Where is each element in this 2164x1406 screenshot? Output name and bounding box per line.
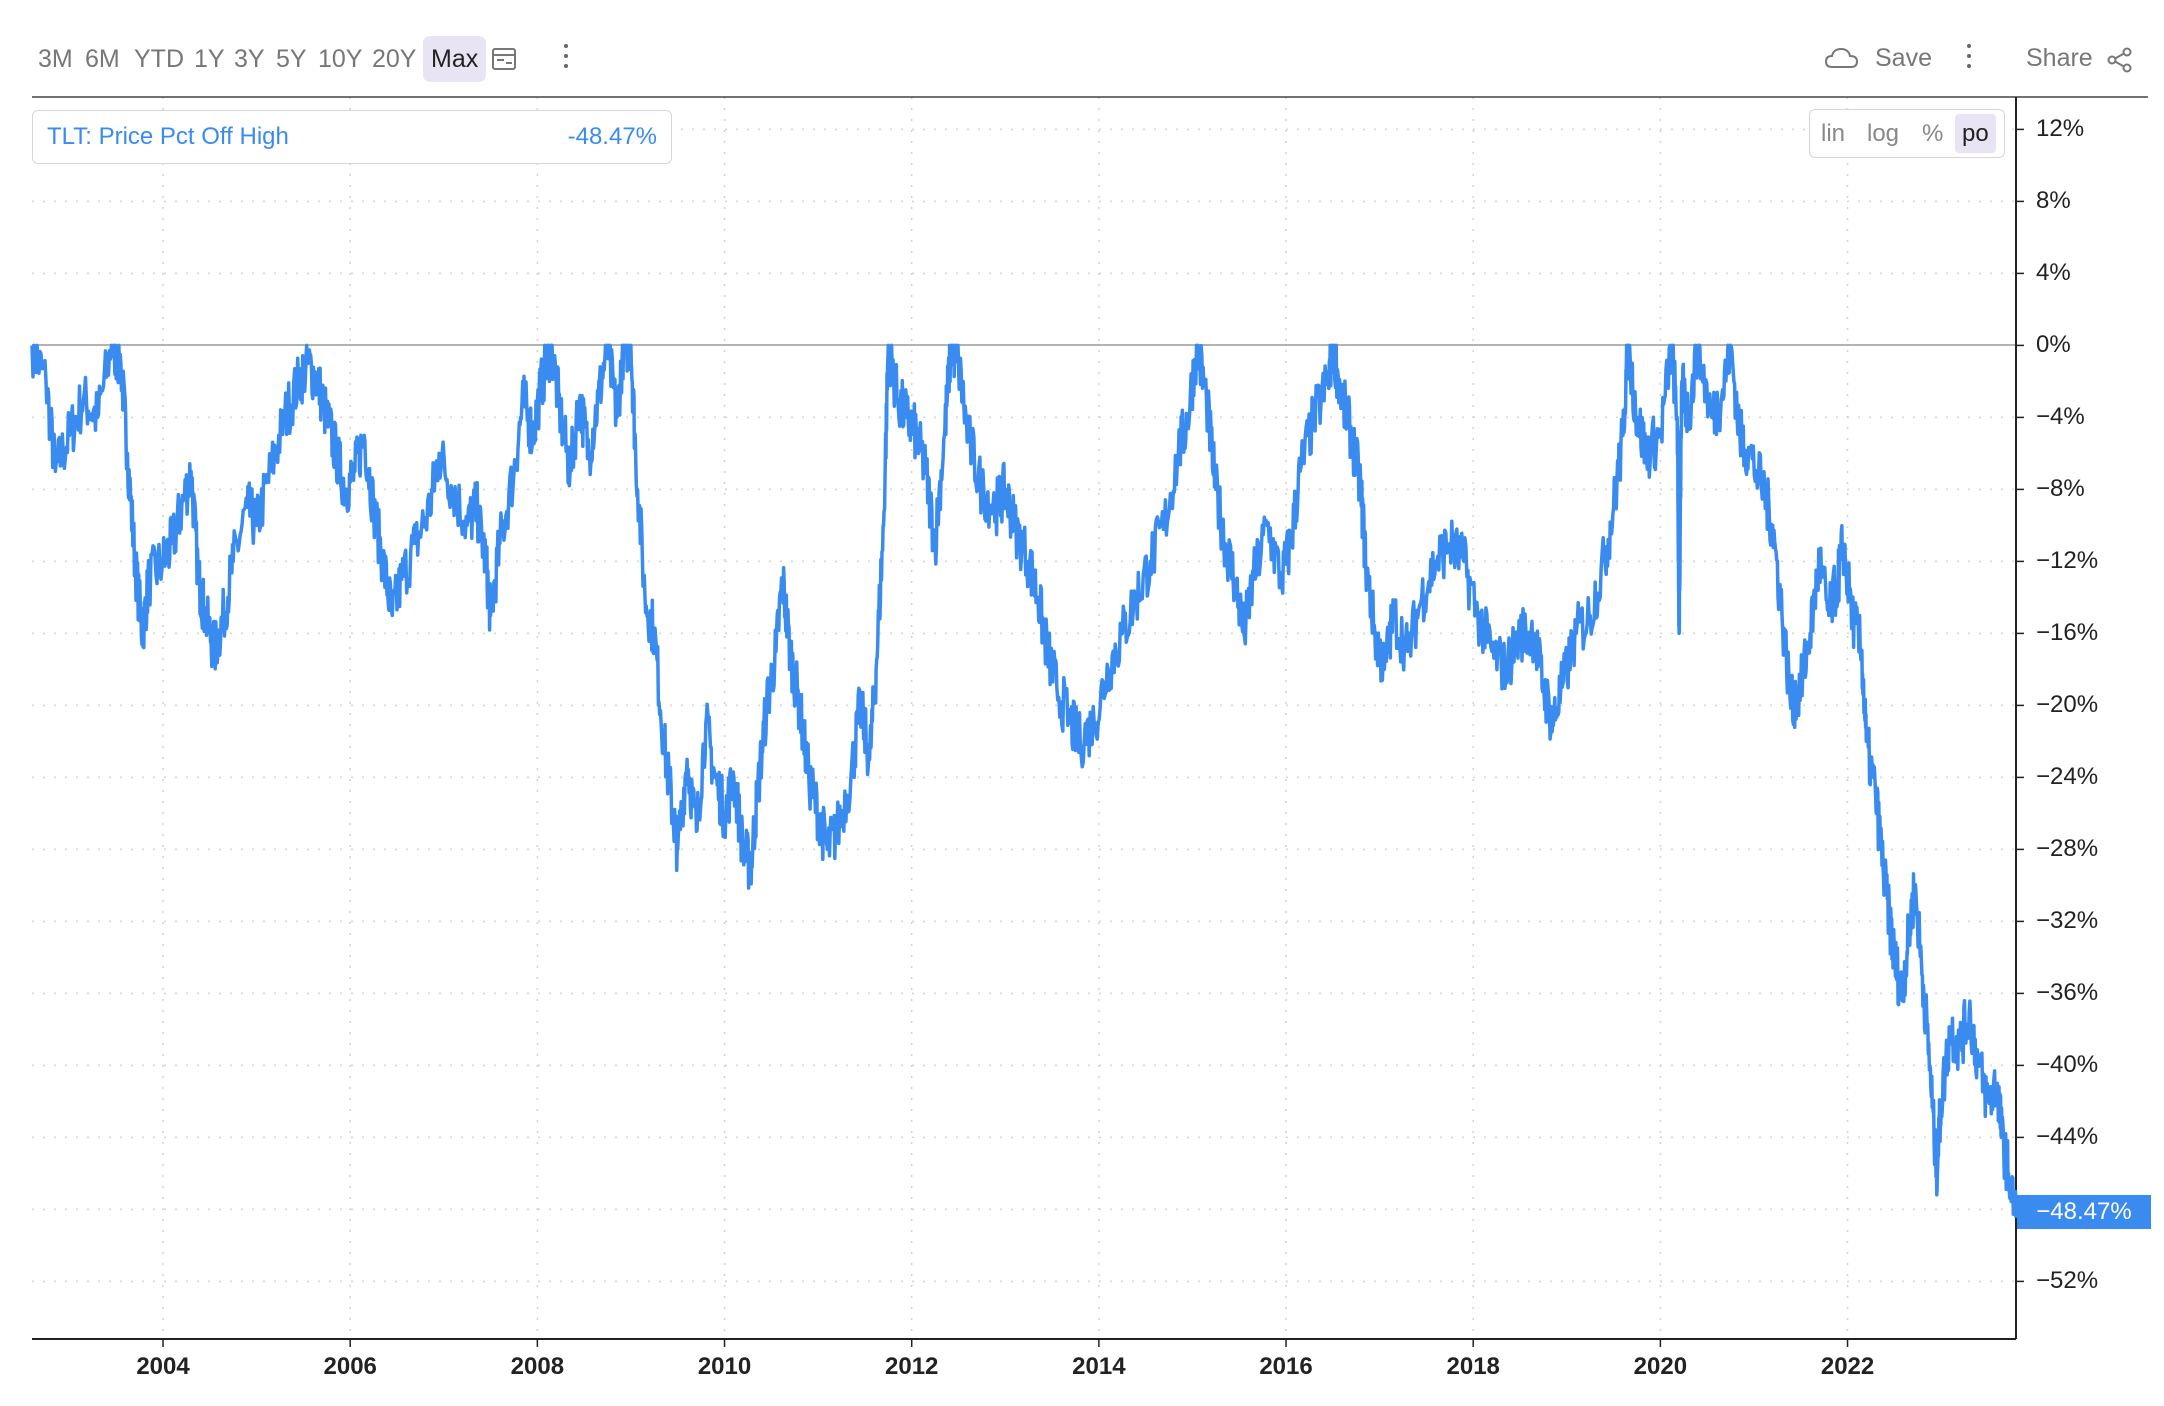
range-max-button[interactable]: Max xyxy=(423,36,487,82)
toolbar: 3M 6M YTD 1Y 3Y 5Y 10Y 20Y Max Save Shar… xyxy=(0,30,2164,86)
y-tick-label: −4% xyxy=(2036,403,2085,431)
y-tick-label: 0% xyxy=(2036,331,2071,359)
share-icon[interactable] xyxy=(2100,38,2140,80)
range-1y-button[interactable]: 1Y xyxy=(186,36,233,82)
legend-series-value: -48.47% xyxy=(567,123,657,150)
scale-po-button[interactable]: po xyxy=(1955,114,1996,153)
save-options-icon[interactable] xyxy=(1963,44,1975,74)
range-3y-button[interactable]: 3Y xyxy=(226,36,273,82)
y-tick-label: 4% xyxy=(2036,259,2071,287)
more-options-icon[interactable] xyxy=(560,44,572,74)
x-tick-label: 2006 xyxy=(323,1353,377,1380)
x-tick-label: 2012 xyxy=(884,1353,939,1380)
y-tick-label: −8% xyxy=(2036,475,2085,503)
range-3m-button[interactable]: 3M xyxy=(30,36,81,82)
y-tick-label: −52% xyxy=(2036,1267,2099,1295)
range-10y-button[interactable]: 10Y xyxy=(310,36,370,82)
y-tick-label: −24% xyxy=(2036,763,2099,791)
y-tick-label: 8% xyxy=(2036,187,2071,215)
x-tick-label: 2016 xyxy=(1259,1353,1313,1380)
x-tick-label: 2008 xyxy=(510,1353,565,1380)
y-tick-label: 12% xyxy=(2036,115,2085,143)
x-tick-marks xyxy=(162,1339,1849,1347)
y-tick-label: −40% xyxy=(2036,1051,2099,1079)
x-tick-label: 2020 xyxy=(1633,1353,1688,1380)
y-tick-label: −16% xyxy=(2036,619,2099,647)
series-legend[interactable]: TLT: Price Pct Off High -48.47% xyxy=(32,110,672,164)
scale-percent-button[interactable]: % xyxy=(1922,120,1944,147)
y-tick-marks xyxy=(2016,128,2024,1283)
calendar-icon[interactable] xyxy=(484,38,524,80)
last-value-badge: −48.47% xyxy=(2017,1195,2151,1229)
save-label[interactable]: Save xyxy=(1875,44,1932,72)
x-tick-label: 2014 xyxy=(1072,1353,1126,1380)
scale-lin-button[interactable]: lin xyxy=(1821,120,1846,147)
y-tick-label: −20% xyxy=(2036,691,2099,719)
x-tick-label: 2010 xyxy=(697,1353,752,1380)
y-tick-label: −28% xyxy=(2036,835,2099,863)
x-tick-label: 2022 xyxy=(1820,1353,1875,1380)
scale-log-button[interactable]: log xyxy=(1867,120,1900,147)
legend-series-label: TLT: Price Pct Off High xyxy=(47,123,289,150)
range-ytd-button[interactable]: YTD xyxy=(126,36,192,82)
range-5y-button[interactable]: 5Y xyxy=(268,36,315,82)
cloud-icon[interactable] xyxy=(1822,38,1862,80)
range-20y-button[interactable]: 20Y xyxy=(364,36,424,82)
y-tick-label: −12% xyxy=(2036,547,2099,575)
x-tick-label: 2004 xyxy=(136,1353,190,1380)
series-line-tlt xyxy=(30,343,2018,1218)
x-tick-label: 2018 xyxy=(1446,1353,1500,1380)
y-tick-label: −44% xyxy=(2036,1123,2099,1151)
y-tick-label: −32% xyxy=(2036,907,2099,935)
y-tick-label: −36% xyxy=(2036,979,2099,1007)
range-6m-button[interactable]: 6M xyxy=(77,36,128,82)
gridlines xyxy=(32,97,2016,1339)
share-label[interactable]: Share xyxy=(2026,44,2093,72)
scale-selector: lin log % po xyxy=(1809,109,2005,158)
